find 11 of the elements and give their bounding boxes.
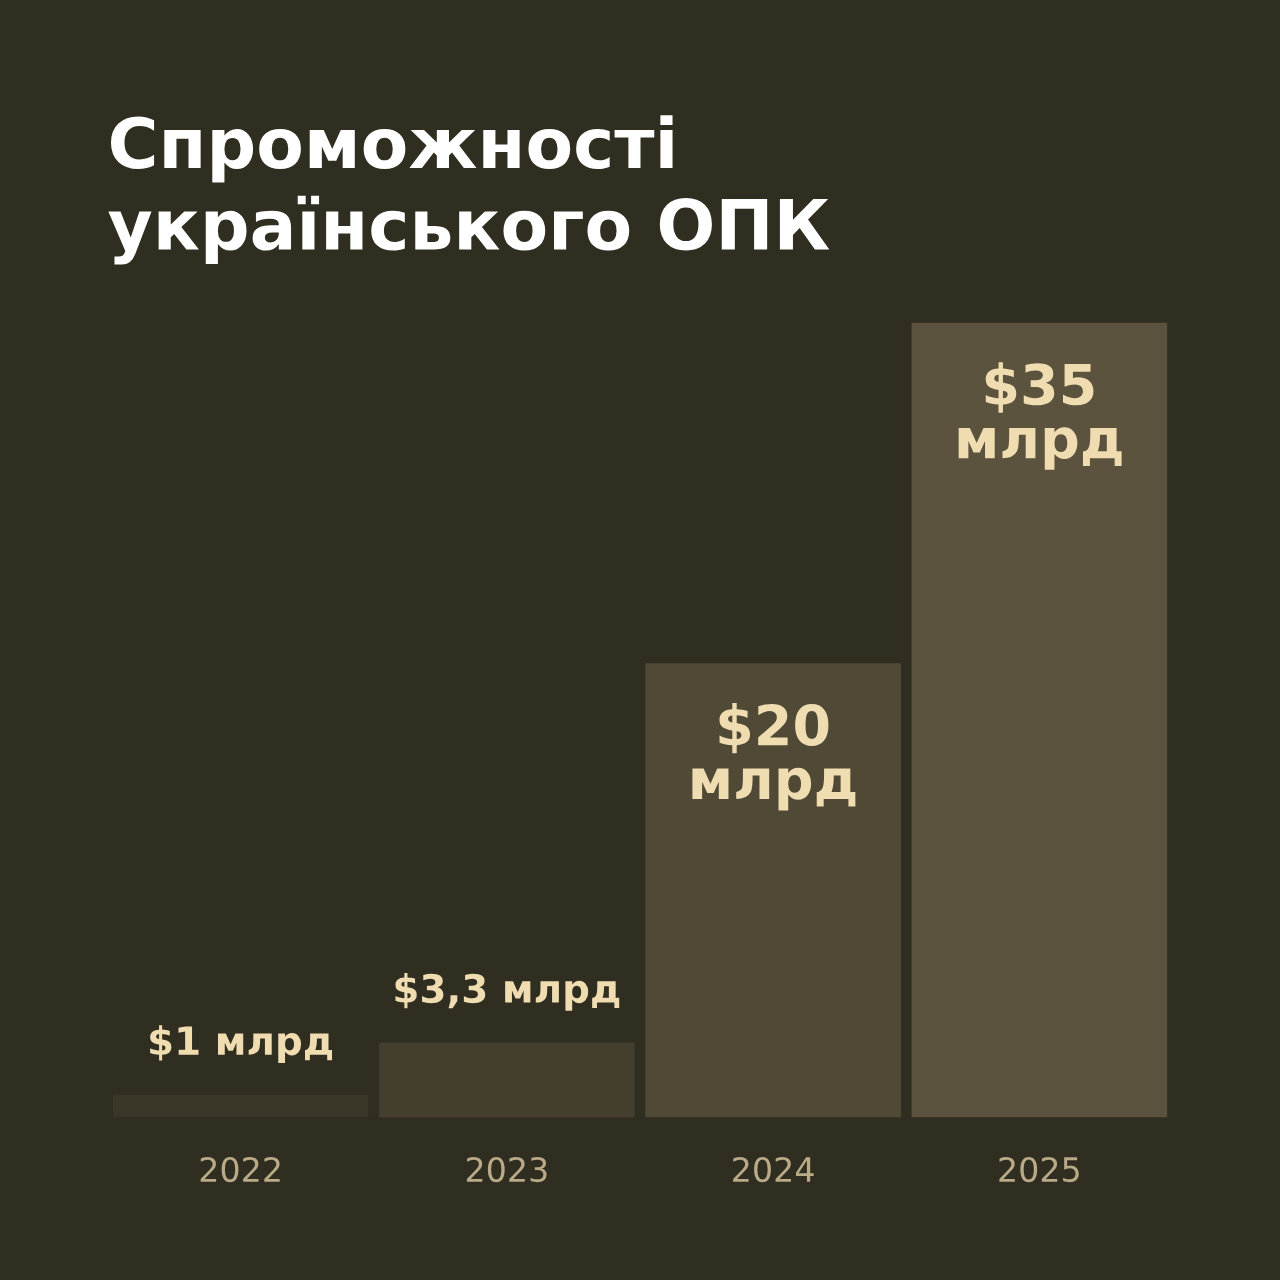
data-label: $35 млрд — [958, 362, 1122, 470]
data-label: $20 млрд — [692, 702, 856, 811]
x-tick-label: 2023 — [466, 1156, 547, 1183]
data-label: $3,3 млрд — [395, 973, 620, 1011]
chart-title: Спроможності українського ОПК — [108, 115, 830, 265]
x-tick-label: 2024 — [733, 1156, 814, 1183]
bar — [911, 322, 1168, 1118]
data-label: $1 млрд — [150, 1025, 333, 1063]
bar — [645, 663, 901, 1118]
x-tick-label: 2022 — [200, 1156, 280, 1183]
x-tick-label: 2025 — [999, 1156, 1079, 1183]
